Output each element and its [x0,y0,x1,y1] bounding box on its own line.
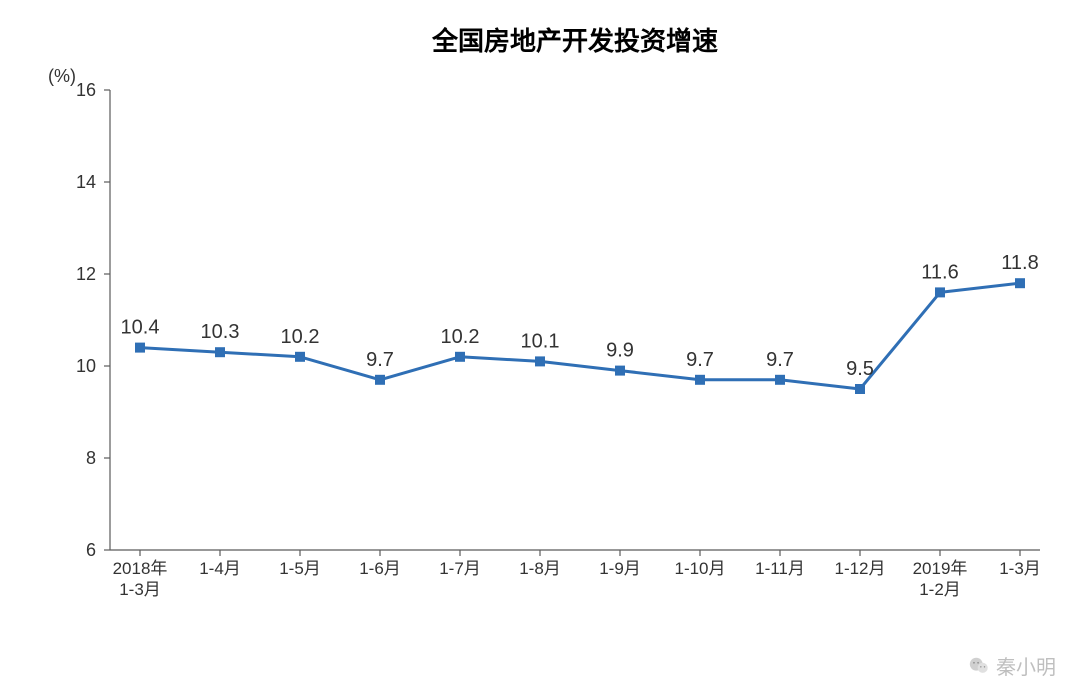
x-tick-label: 1-11月 [755,559,805,578]
data-marker [536,357,545,366]
data-marker [456,352,465,361]
data-marker [1016,279,1025,288]
y-tick-label: 14 [76,172,96,192]
data-marker [216,348,225,357]
watermark: 秦小明 [968,651,1056,680]
y-unit-label: (%) [48,66,76,86]
value-label: 9.7 [686,349,714,371]
y-tick-label: 8 [86,448,96,468]
value-label: 9.5 [846,358,874,380]
y-tick-label: 6 [86,540,96,560]
x-tick-label: 1-8月 [519,559,561,578]
x-tick-label: 2019年1-2月 [913,559,968,599]
data-marker [616,366,625,375]
y-tick-label: 16 [76,80,96,100]
x-tick-label: 1-10月 [674,559,725,578]
y-tick-label: 10 [76,356,96,376]
data-line [140,283,1020,389]
chart-title: 全国房地产开发投资增速 [431,26,718,56]
line-chart: 全国房地产开发投资增速 (%) 6 8 10 12 14 16 2018年1-3月 1-4月 1-5… [0,0,1080,692]
value-label: 9.9 [606,340,634,362]
value-label: 11.6 [921,261,958,283]
value-label: 10.1 [521,330,560,352]
data-marker [296,352,305,361]
watermark-text: 秦小明 [996,651,1056,680]
x-tick-label: 1-9月 [599,559,641,578]
data-marker [856,385,865,394]
x-tick-label: 2018年1-3月 [113,559,168,599]
x-tick-label: 1-5月 [279,559,321,578]
x-tick-label: 1-4月 [199,559,241,578]
x-tick-label: 1-6月 [359,559,401,578]
value-label: 9.7 [766,349,794,371]
data-marker [696,375,705,384]
data-marker [136,343,145,352]
wechat-icon [968,655,990,677]
x-tick-label: 1-3月 [999,559,1041,578]
value-label: 10.2 [441,326,480,348]
value-label: 10.2 [281,326,320,348]
value-label: 9.7 [366,349,394,371]
data-marker [776,375,785,384]
value-label: 11.8 [1001,252,1038,274]
x-tick-label: 1-7月 [439,559,481,578]
value-label: 10.3 [201,321,240,343]
chart-container: 全国房地产开发投资增速 (%) 6 8 10 12 14 16 2018年1-3月 1-4月 1-5… [0,0,1080,692]
data-marker [936,288,945,297]
value-label: 10.4 [121,317,160,339]
y-tick-label: 12 [76,264,96,284]
data-marker [376,375,385,384]
x-tick-label: 1-12月 [834,559,885,578]
